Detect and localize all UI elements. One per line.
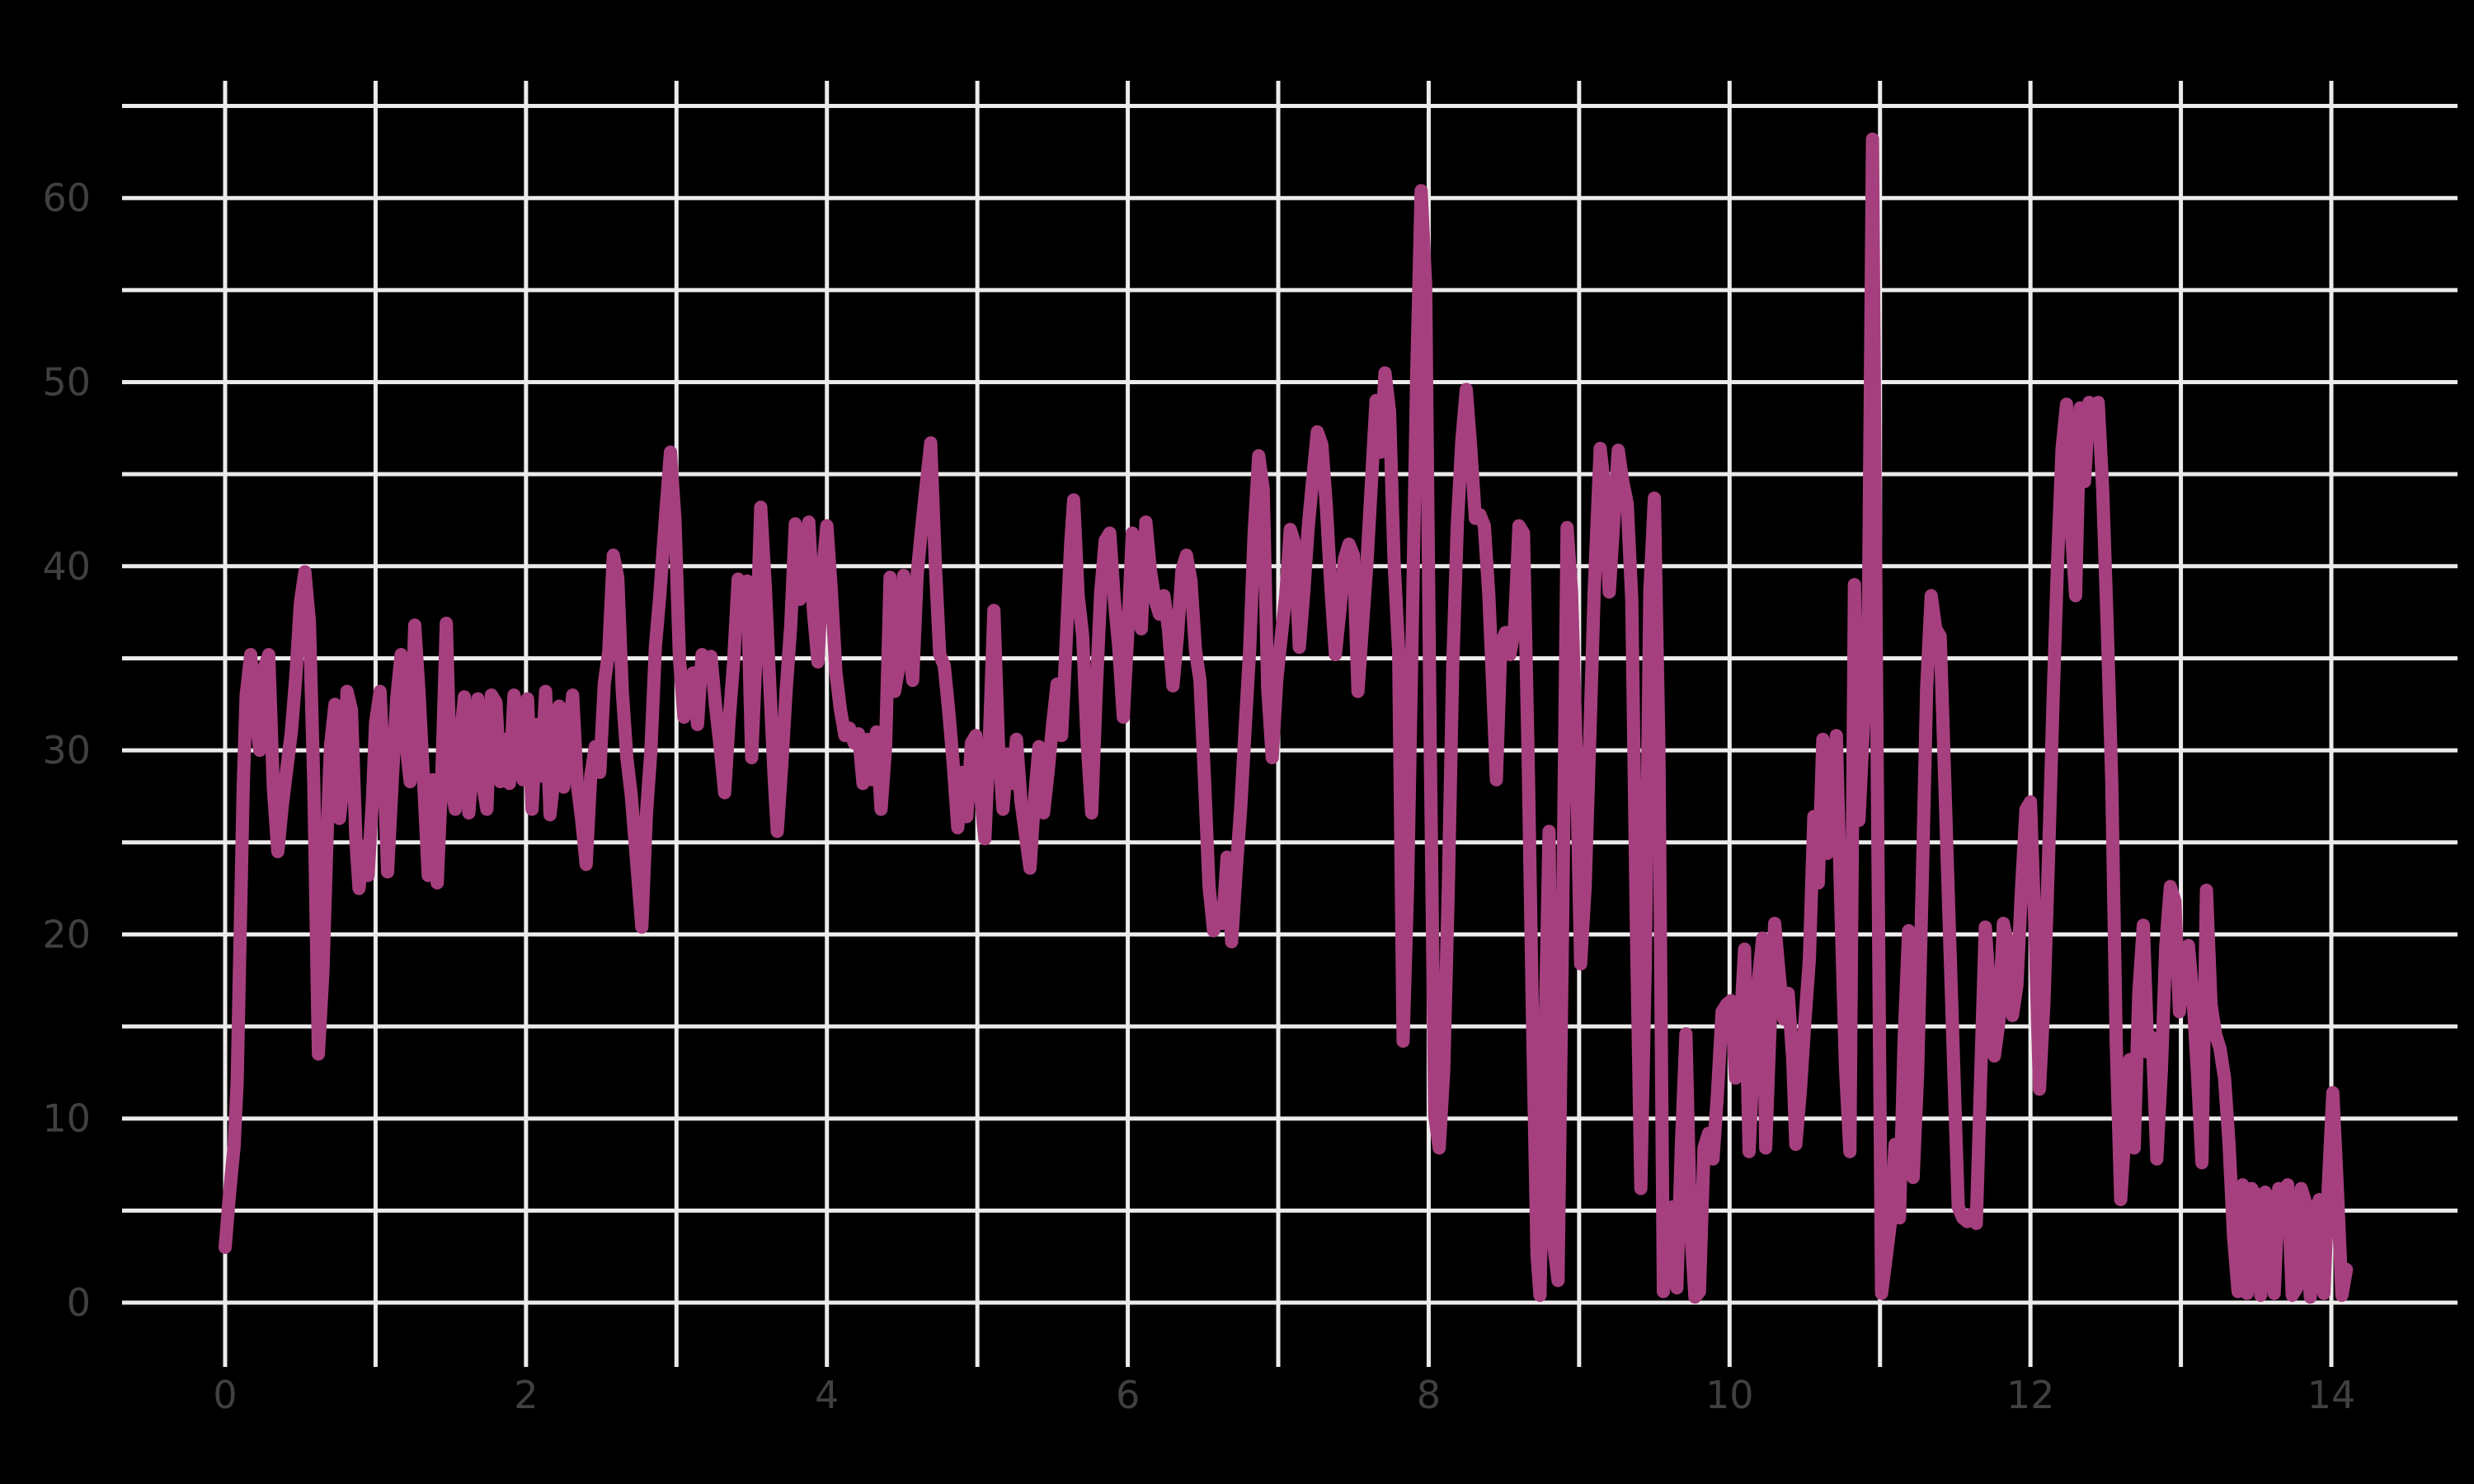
x-axis-tick-labels: 0 2 4 6 8 10 12 14 [213,1373,2355,1417]
y-tick-label-50: 50 [42,360,91,405]
series-line-series-1 [219,132,2354,1304]
x-tick-label-12: 12 [2006,1373,2055,1417]
y-axis-tick-labels: 0 10 20 30 40 50 60 [42,176,91,1325]
x-tick-label-10: 10 [1705,1373,1754,1417]
x-tick-label-8: 8 [1417,1373,1441,1417]
x-tick-label-6: 6 [1116,1373,1140,1417]
y-tick-label-30: 30 [42,728,91,773]
data-series [219,132,2354,1304]
y-tick-label-40: 40 [42,544,91,589]
y-tick-label-20: 20 [42,912,91,956]
y-tick-label-10: 10 [42,1097,91,1141]
x-tick-label-14: 14 [2307,1373,2356,1417]
x-tick-label-2: 2 [514,1373,538,1417]
x-tick-label-0: 0 [213,1373,237,1417]
x-tick-label-4: 4 [815,1373,839,1417]
y-tick-label-60: 60 [42,176,91,220]
y-tick-label-0: 0 [67,1280,91,1325]
